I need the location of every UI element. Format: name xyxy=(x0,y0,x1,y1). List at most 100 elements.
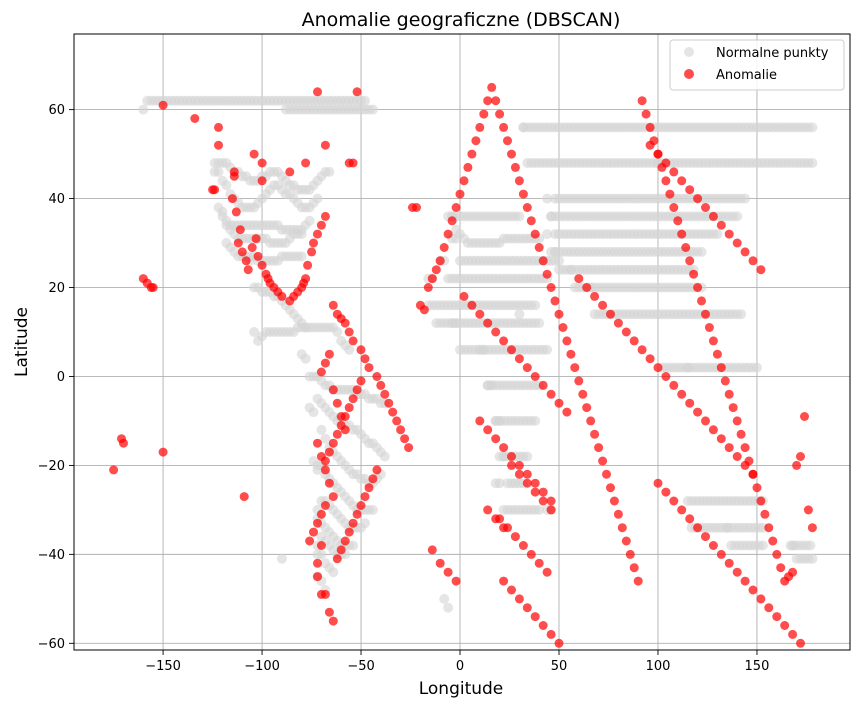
anomaly-point xyxy=(756,594,766,604)
normal-point xyxy=(443,602,454,613)
anomaly-point xyxy=(716,549,726,559)
anomaly-point xyxy=(499,122,509,132)
normal-point xyxy=(328,567,339,578)
anomaly-point xyxy=(598,300,608,310)
anomaly-point xyxy=(119,438,128,448)
anomaly-point xyxy=(241,256,251,266)
anomaly-point xyxy=(227,194,237,204)
anomaly-point xyxy=(431,265,441,275)
anomaly-point xyxy=(277,291,287,301)
anomaly-point xyxy=(109,465,119,475)
anomaly-point xyxy=(360,354,370,364)
normal-point xyxy=(522,451,533,462)
anomaly-point xyxy=(677,176,687,186)
normal-point xyxy=(805,540,816,551)
normal-point xyxy=(296,229,307,240)
anomaly-point xyxy=(530,612,540,622)
anomaly-point xyxy=(645,122,655,132)
anomaly-point xyxy=(514,469,524,479)
anomaly-point xyxy=(661,372,671,381)
anomaly-point xyxy=(732,238,742,248)
anomaly-point xyxy=(558,323,568,332)
anomaly-point xyxy=(340,425,350,435)
anomaly-point xyxy=(316,541,326,550)
anomaly-point xyxy=(788,629,798,639)
anomaly-point xyxy=(514,460,524,470)
anomaly-point xyxy=(522,363,532,373)
anomaly-point xyxy=(320,211,330,221)
anomaly-point xyxy=(507,149,516,159)
anomaly-point xyxy=(669,167,679,177)
anomaly-point xyxy=(708,425,718,435)
anomaly-point xyxy=(309,527,318,537)
anomaly-point xyxy=(602,469,611,479)
anomaly-point xyxy=(491,327,501,337)
anomaly-point xyxy=(368,474,378,484)
anomaly-point xyxy=(372,465,382,475)
normal-point xyxy=(696,246,707,257)
anomaly-point xyxy=(253,251,263,261)
anomaly-point xyxy=(479,109,489,119)
normal-point xyxy=(518,122,529,133)
anomaly-point xyxy=(586,416,596,426)
normal-point xyxy=(427,300,438,311)
anomaly-point xyxy=(538,256,548,266)
normal-point xyxy=(344,344,355,355)
anomaly-point xyxy=(313,438,322,448)
anomaly-point xyxy=(336,412,346,421)
anomaly-point xyxy=(661,158,671,168)
anomaly-point xyxy=(316,220,326,230)
anomaly-point xyxy=(419,305,429,315)
normal-point xyxy=(367,504,378,515)
anomaly-point xyxy=(328,438,338,448)
anomaly-point xyxy=(582,283,592,292)
anomaly-point xyxy=(708,336,718,346)
anomaly-point xyxy=(724,558,734,568)
anomaly-point xyxy=(629,336,639,346)
anomaly-point xyxy=(701,416,710,426)
anomaly-point xyxy=(372,372,382,381)
anomaly-point xyxy=(510,162,520,172)
normal-point xyxy=(542,229,553,240)
normal-point xyxy=(514,309,525,320)
anomaly-point xyxy=(526,216,536,226)
anomaly-point xyxy=(235,225,245,235)
anomaly-point xyxy=(148,283,158,292)
anomaly-point xyxy=(360,492,370,502)
anomaly-point xyxy=(661,176,671,186)
anomaly-point xyxy=(546,505,556,515)
anomaly-point xyxy=(467,300,477,310)
anomaly-point xyxy=(307,247,317,257)
anomaly-point xyxy=(483,425,493,435)
anomaly-point xyxy=(665,189,675,199)
normal-point xyxy=(494,415,505,426)
anomaly-point xyxy=(732,416,742,426)
anomaly-point xyxy=(483,318,493,328)
normal-point xyxy=(530,300,541,311)
anomaly-point xyxy=(514,594,524,604)
x-tick-label: −150 xyxy=(145,659,181,674)
normal-point xyxy=(542,344,553,355)
legend-label-normalne-punkty: Normalne punkty xyxy=(716,46,829,61)
anomaly-point xyxy=(621,327,631,337)
normal-point xyxy=(360,95,370,106)
anomaly-point xyxy=(629,563,639,573)
anomaly-point xyxy=(352,385,362,395)
normal-point xyxy=(348,540,359,551)
anomaly-point xyxy=(257,260,267,270)
anomaly-point xyxy=(344,527,354,537)
normal-point xyxy=(494,478,505,489)
normal-point xyxy=(312,193,323,204)
anomaly-point xyxy=(538,380,548,390)
anomaly-point xyxy=(316,367,326,377)
anomaly-point xyxy=(542,269,552,279)
normal-point xyxy=(722,522,733,533)
normal-point xyxy=(213,166,224,177)
normal-point xyxy=(451,318,462,329)
anomaly-point xyxy=(518,189,528,199)
anomaly-point xyxy=(348,336,358,346)
normal-point xyxy=(138,104,149,115)
x-tick-label: −50 xyxy=(347,659,374,674)
anomaly-point xyxy=(594,443,604,453)
anomaly-point xyxy=(546,629,556,639)
